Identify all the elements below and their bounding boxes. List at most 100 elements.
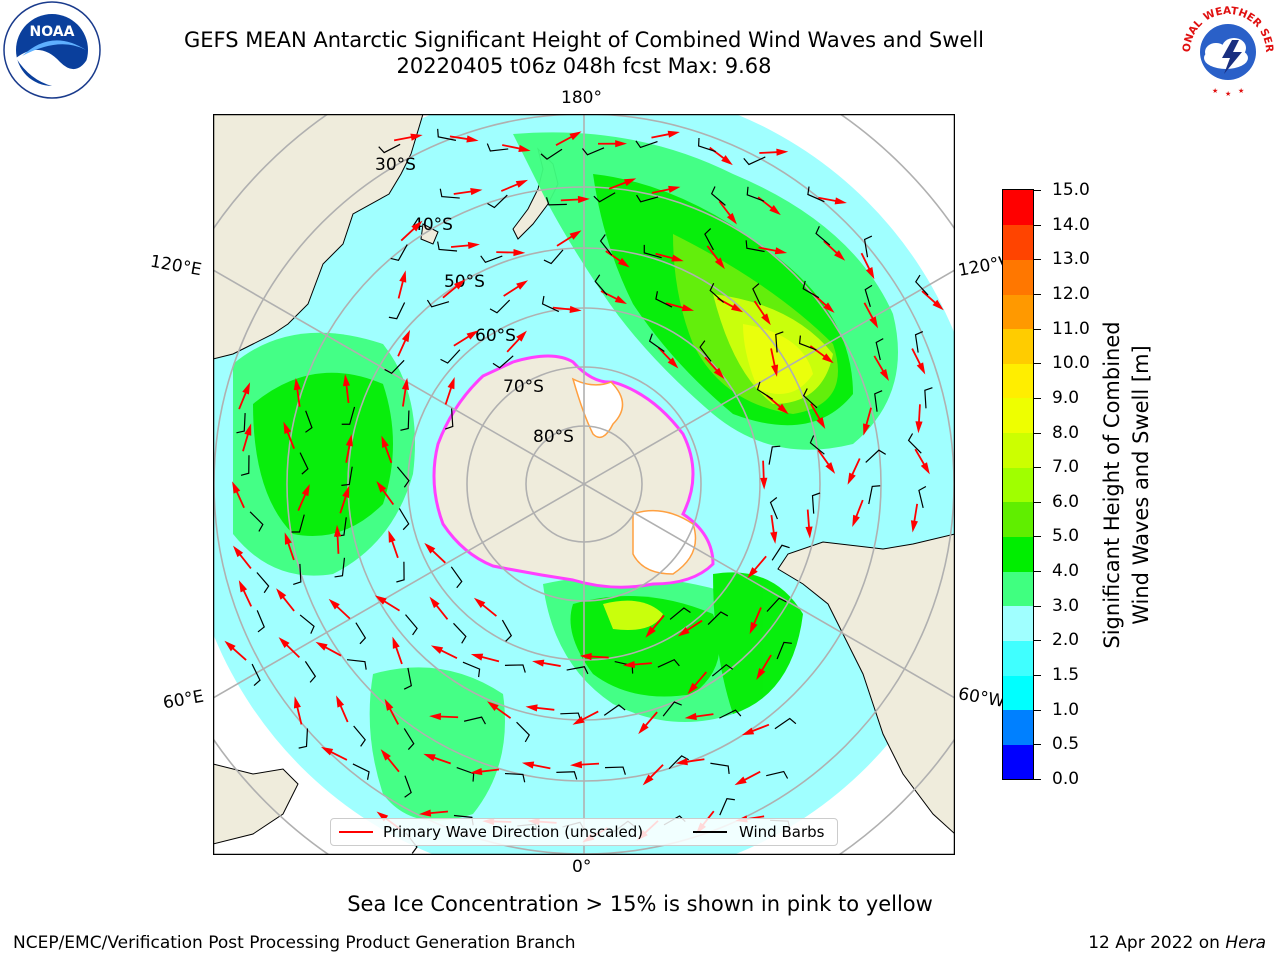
wind-barb [251, 663, 261, 686]
wind-barb [456, 766, 475, 782]
wind-barb [396, 561, 405, 583]
colorbar-title: Significant Height of Combined Wind Waves… [1098, 275, 1158, 695]
wind-barb [240, 455, 250, 476]
wind-barb [648, 333, 665, 353]
colorbar-segment [1003, 605, 1033, 641]
wind-barb [719, 797, 735, 816]
lat-label-40s: 40°S [412, 215, 453, 235]
wave-direction-arrowhead [770, 531, 778, 544]
wind-barb [437, 241, 458, 252]
wind-barb [868, 485, 881, 505]
wave-direction-arrowhead [847, 472, 856, 485]
wave-direction-arrowhead [453, 279, 466, 290]
wind-barb [863, 235, 873, 258]
colorbar-tick [1034, 224, 1041, 226]
lon-label-60e: 60°E [161, 686, 206, 714]
wind-barb [815, 225, 831, 246]
wind-barb [766, 597, 787, 612]
wind-barb [439, 188, 460, 199]
wind-barb [384, 359, 405, 374]
wave-direction-arrowhead [863, 423, 870, 436]
wave-direction-arrowhead [916, 362, 926, 375]
svg-text:★: ★ [1225, 90, 1231, 98]
colorbar-tick [1034, 259, 1041, 261]
wind-barb [802, 280, 820, 299]
wind-barb [463, 716, 486, 725]
wave-direction-arrowhead [671, 254, 684, 262]
wind-barb [403, 667, 412, 690]
wind-barb [924, 387, 933, 409]
lon-label-180: 180° [561, 88, 602, 108]
colorbar-tick-label: 12.0 [1052, 283, 1090, 304]
wind-barb [541, 295, 560, 313]
colorbar-tick [1034, 571, 1041, 573]
lon-label-60w: 60°W [956, 684, 1007, 712]
wave-direction-arrowhead [741, 727, 755, 736]
colorbar-tick [1034, 640, 1041, 642]
colorbar-tick-label: 5.0 [1052, 526, 1080, 547]
wave-height-field [233, 132, 898, 821]
lat-label-30s: 30°S [375, 155, 416, 175]
wave-direction-arrowhead [525, 704, 538, 712]
wave-direction-arrowhead [667, 357, 679, 369]
wind-barb [635, 140, 658, 149]
wave-direction-arrowhead [622, 660, 636, 669]
wave-direction-arrowhead [579, 652, 592, 661]
wind-barb [711, 663, 734, 677]
wave-direction-arrowhead [515, 179, 529, 188]
colorbar-title-line: Significant Height of Combined [1100, 321, 1124, 649]
wind-barb [236, 413, 246, 434]
colorbar-tick-label: 2.0 [1052, 630, 1080, 651]
colorbar-tick [1034, 501, 1041, 503]
wave-direction-arrowhead [328, 598, 340, 610]
colorbar-tick-label: 1.0 [1052, 699, 1080, 720]
land-tasmania [420, 223, 439, 245]
wind-barb [798, 335, 817, 351]
wave-direction-arrowhead [734, 776, 747, 786]
colorbar-segment [1003, 190, 1033, 226]
colorbar-segment [1003, 501, 1033, 538]
wave-direction-arrowhead [774, 247, 788, 255]
wave-direction-arrowhead [675, 758, 688, 766]
wave-direction-arrowhead [466, 135, 479, 143]
vector-layer [224, 128, 944, 854]
wave-direction-arrowhead [513, 248, 526, 257]
wind-barb [874, 390, 883, 412]
wind-barb [719, 709, 742, 719]
wind-barb [605, 766, 626, 775]
wind-barb [768, 445, 781, 465]
wind-barb [353, 725, 366, 747]
wind-barb [487, 194, 508, 209]
wave-direction-arrowhead [617, 257, 630, 268]
wind-barb [390, 244, 408, 261]
wind-barb [697, 137, 716, 153]
colorbar-tick [1034, 709, 1041, 711]
wind-barb [346, 659, 367, 670]
wind-barb [445, 408, 454, 430]
wind-barb [915, 274, 929, 296]
wave-direction-arrowhead [232, 545, 244, 558]
colorbar-segment [1003, 224, 1033, 260]
lon-label-120e: 120°E [148, 251, 204, 281]
wave-direction-arrowhead [345, 434, 353, 447]
wind-barb [776, 641, 792, 660]
wind-barb [299, 452, 309, 475]
wave-direction-arrowhead [224, 640, 236, 652]
wind-barb [662, 701, 682, 717]
wave-direction-arrowhead [681, 304, 694, 312]
wave-direction-arrowhead [466, 330, 479, 340]
wind-barb [486, 143, 509, 152]
credit-text: NCEP/EMC/Verification Post Processing Pr… [13, 933, 576, 953]
wind-barb [699, 340, 712, 362]
colorbar-tick [1034, 536, 1041, 538]
wind-barb [543, 249, 564, 265]
wind-barb [710, 186, 726, 206]
wind-barb [802, 388, 818, 409]
wave-direction-arrowhead [429, 596, 440, 609]
wind-barb [775, 331, 784, 353]
wave-direction-arrowhead [516, 330, 527, 342]
wind-barb [492, 355, 514, 369]
wave-direction-arrowhead [920, 462, 930, 475]
lat-label-50s: 50°S [444, 272, 485, 292]
colorbar-segment [1003, 675, 1033, 711]
